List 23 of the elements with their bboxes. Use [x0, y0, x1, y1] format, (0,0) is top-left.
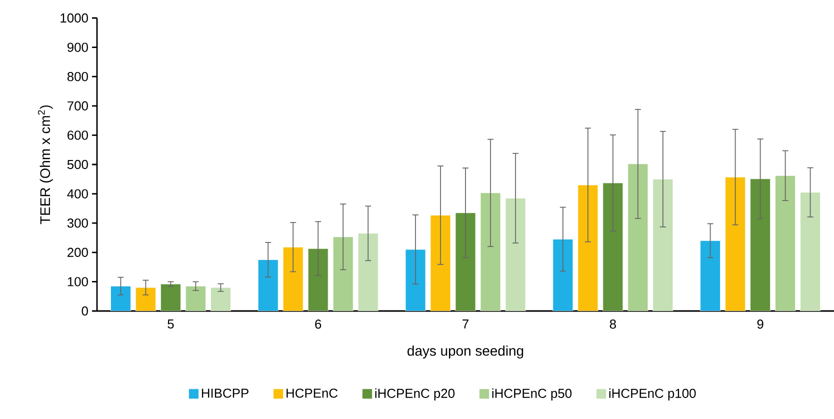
- y-tick-label: 500: [67, 160, 88, 170]
- legend-label: HCPEnC: [286, 388, 338, 398]
- legend-label: iHCPEnC p50: [492, 388, 572, 401]
- x-axis-title: days upon seeding: [408, 346, 524, 359]
- y-axis-title: TEER (Ohm x cm$^{2}$): [38, 105, 53, 224]
- y-tick-label: 0: [82, 306, 88, 316]
- x-tick-label: 9: [757, 320, 764, 329]
- x-tick-label: 7: [462, 320, 468, 328]
- legend-label: HIBCPP: [202, 388, 248, 398]
- y-tick-label: 1000: [60, 13, 88, 23]
- legend-label: iHCPEnC p100: [609, 388, 696, 401]
- y-tick-label: 300: [67, 218, 88, 228]
- y-tick-label: 800: [67, 72, 88, 82]
- y-tick-label: 900: [67, 42, 88, 52]
- y-tick-label: 700: [68, 101, 88, 110]
- y-tick-label: 200: [68, 248, 88, 257]
- x-tick-label: 5: [168, 320, 174, 329]
- legend-label: iHCPEnC p20: [375, 388, 455, 401]
- x-tick-label: 6: [315, 320, 322, 329]
- y-tick-label: 100: [68, 277, 88, 286]
- y-tick-label: 600: [68, 130, 88, 140]
- y-tick-label: 400: [67, 189, 88, 198]
- x-tick-label: 8: [610, 320, 616, 329]
